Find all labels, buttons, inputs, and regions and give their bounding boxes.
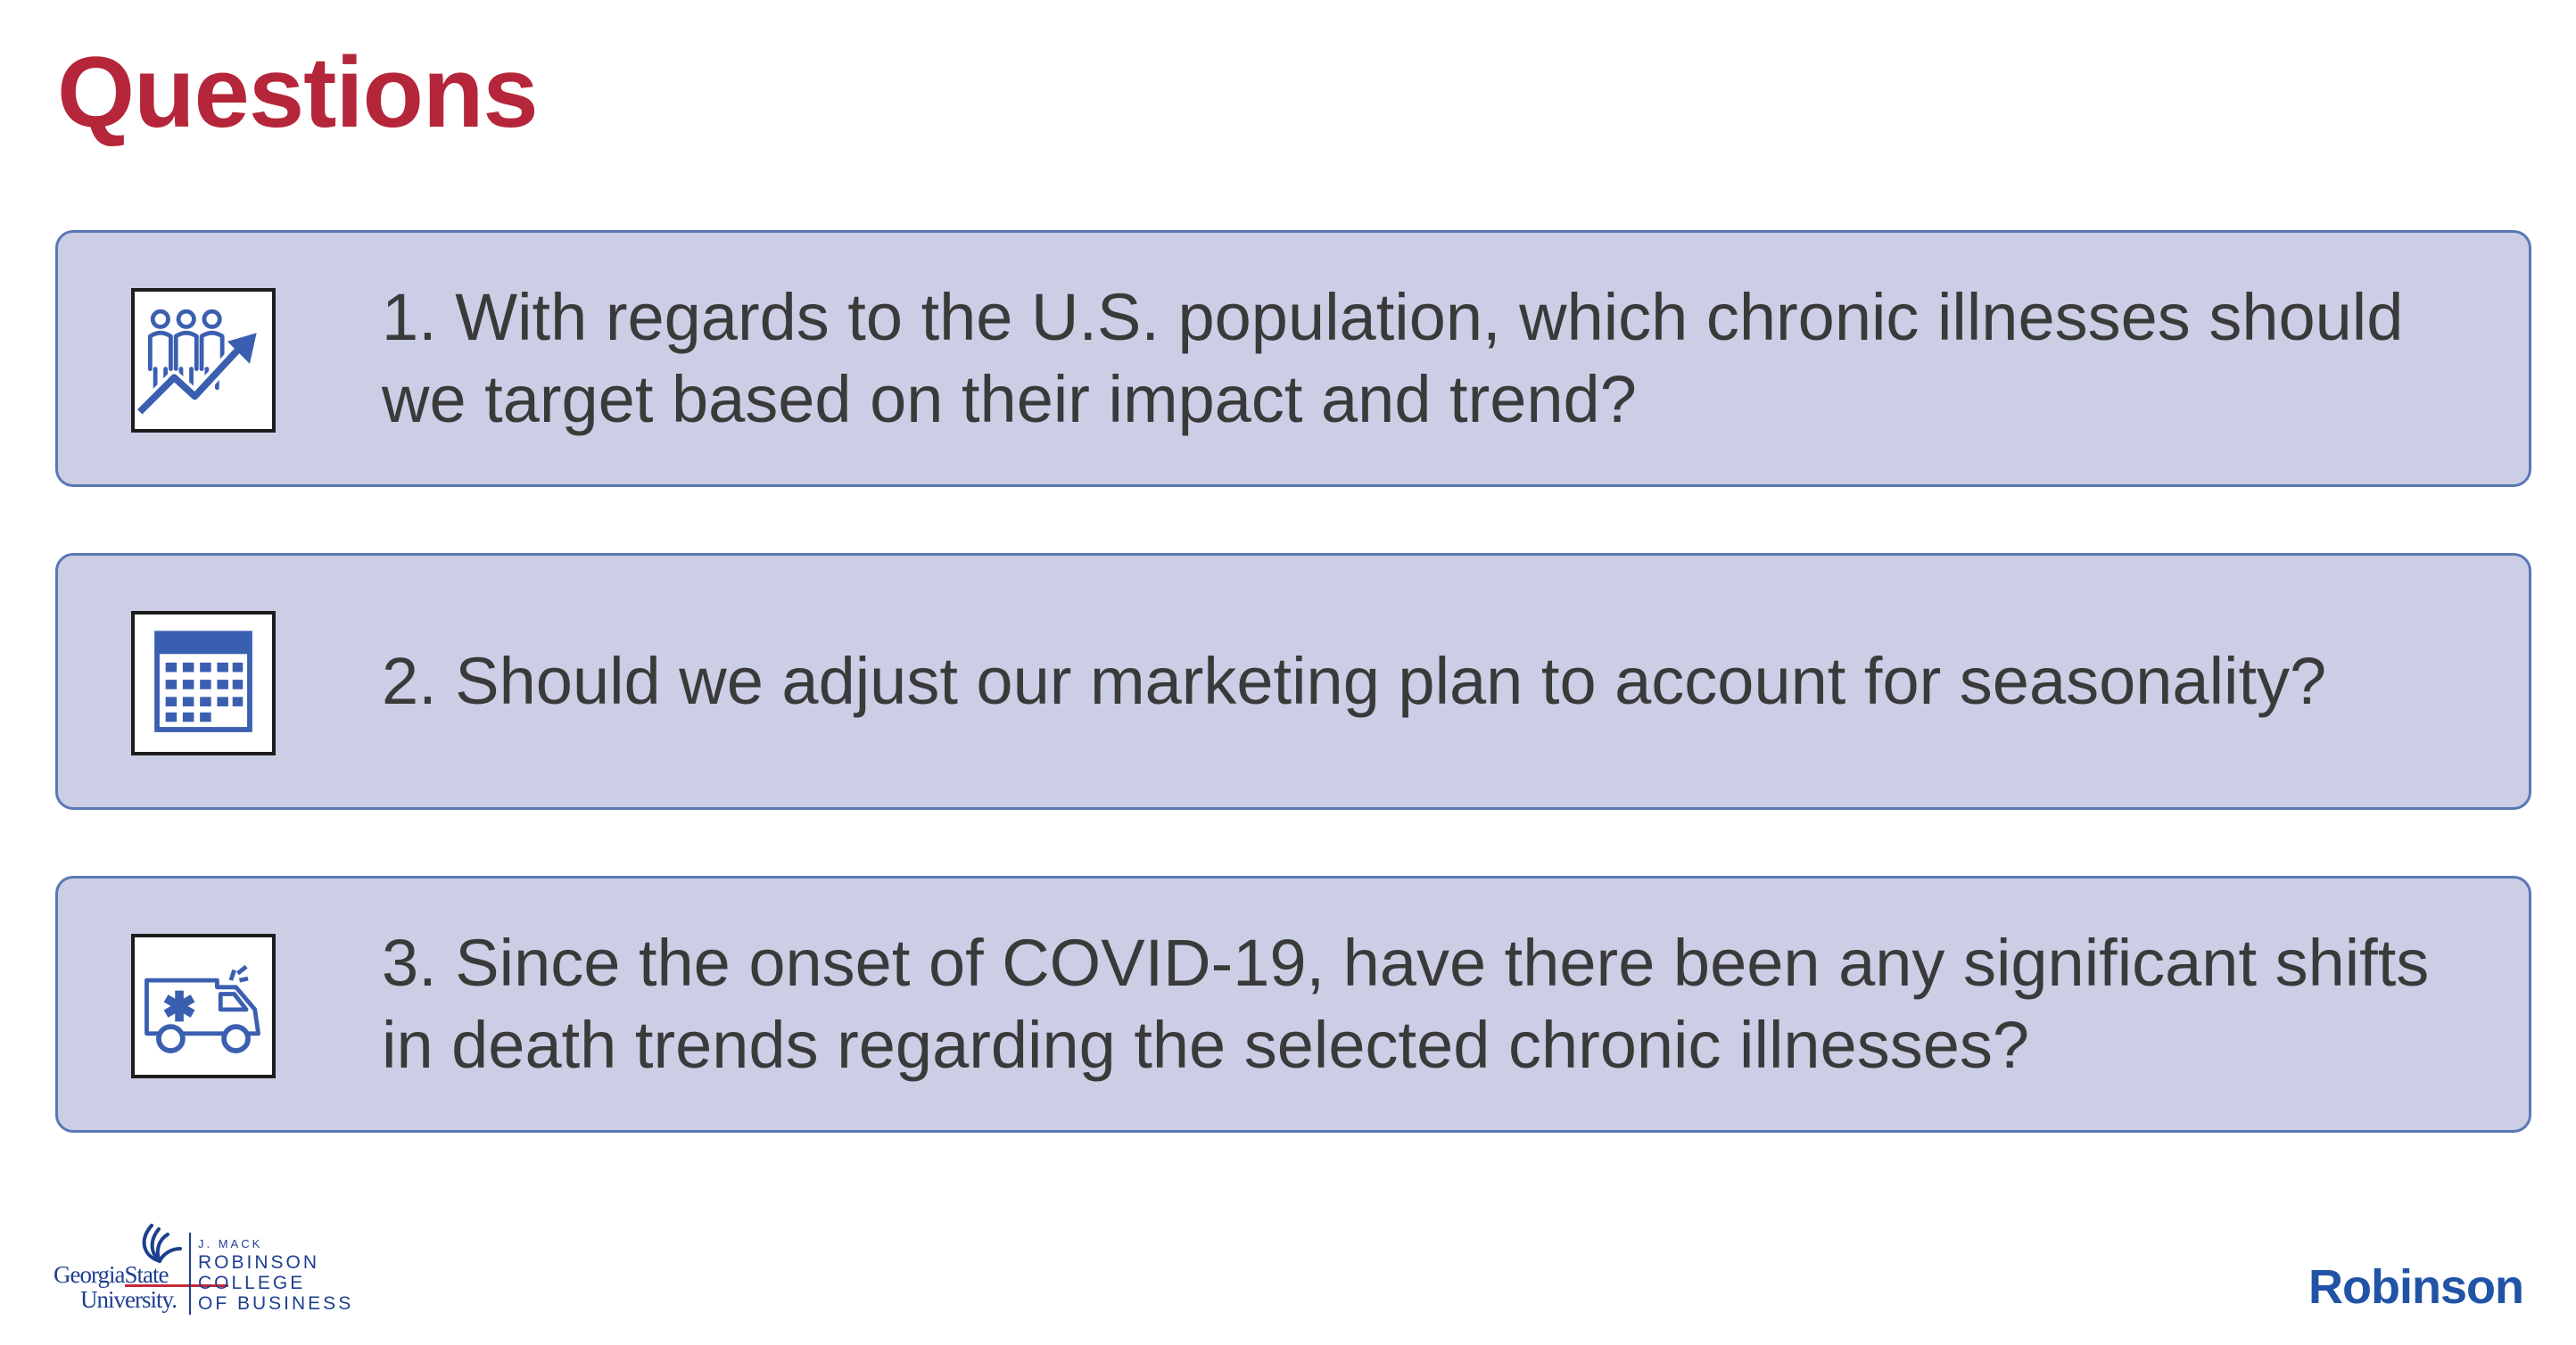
- question-text-3: 3. Since the onset of COVID-19, have the…: [382, 926, 2430, 1082]
- college-line-4: OF BUSINESS: [198, 1293, 354, 1314]
- college-line-3: COLLEGE: [198, 1273, 306, 1293]
- question-text-2: 2. Should we adjust our marketing plan t…: [382, 644, 2327, 718]
- college-line-1: J. MACK: [198, 1237, 263, 1250]
- question-box-3: 3. Since the onset of COVID-19, have the…: [55, 876, 2531, 1133]
- question-box-1: 1. With regards to the U.S. population, …: [55, 230, 2531, 487]
- question-text-1: 1. With regards to the U.S. population, …: [382, 280, 2404, 436]
- gsu-wordmark-line1: GeorgiaState: [54, 1261, 169, 1288]
- gsu-logo: GeorgiaState University. J. MACK ROBINSO…: [54, 1215, 357, 1322]
- robinson-logo: Robinson: [2308, 1260, 2524, 1314]
- population-trend-icon: [131, 288, 276, 433]
- ambulance-icon: [131, 934, 276, 1078]
- gsu-red-rule: [125, 1284, 228, 1287]
- question-box-2: 2. Should we adjust our marketing plan t…: [55, 553, 2531, 810]
- college-name: J. MACK ROBINSON COLLEGE OF BUSINESS: [198, 1236, 353, 1314]
- calendar-icon: [131, 611, 276, 755]
- gsu-wordmark-line2: University.: [80, 1286, 178, 1313]
- flame-icon: [142, 1224, 182, 1263]
- slide-title: Questions: [57, 37, 539, 148]
- logo-divider: [189, 1233, 191, 1315]
- college-line-2: ROBINSON: [198, 1252, 320, 1273]
